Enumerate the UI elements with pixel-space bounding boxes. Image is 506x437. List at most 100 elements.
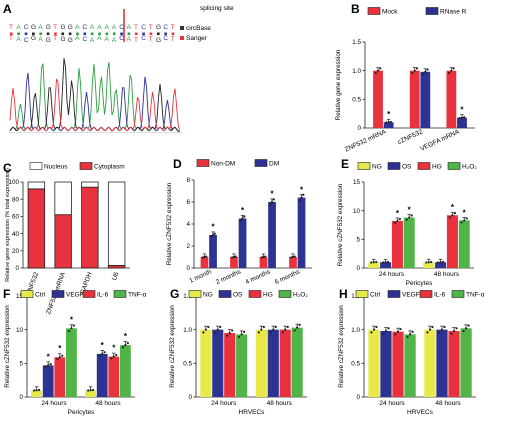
- base-marker: [98, 32, 101, 36]
- panel-letter-f: F: [3, 287, 10, 301]
- sequence-base: G: [31, 35, 36, 42]
- replicate-dot: [112, 355, 115, 358]
- bar-mock: [446, 70, 457, 128]
- y-tick-label: 2: [186, 243, 190, 250]
- base-marker: [61, 32, 65, 36]
- sequence-base: G: [60, 36, 65, 43]
- sequence-base: A: [105, 36, 110, 43]
- legend-label: Ctrl: [35, 292, 46, 299]
- legend-swatch: [254, 159, 268, 167]
- bar-dm: [238, 218, 247, 268]
- legend: Nucleus Cytoplasm: [29, 162, 125, 171]
- bar-tnf: [120, 345, 131, 397]
- replicate-dot: [207, 325, 210, 329]
- panel-letter-d: D: [173, 157, 182, 171]
- replicate-dot: [239, 219, 242, 222]
- legend-swatch: [196, 159, 210, 167]
- bar-il6: [392, 331, 404, 397]
- sequence-base: C: [119, 35, 124, 42]
- legend-label: Nucleus: [44, 164, 68, 171]
- replicate-dot: [274, 325, 277, 329]
- bar-mock: [373, 70, 383, 128]
- y-tick-label: 4: [186, 221, 190, 228]
- bar-hg: [446, 215, 458, 268]
- base-marker: [90, 32, 94, 36]
- replicate-dot: [465, 217, 468, 220]
- sanger-label: Sanger: [186, 35, 208, 42]
- legend-swatch: [20, 290, 34, 298]
- y-tick-label: 0: [15, 265, 19, 272]
- legend-swatch: [447, 162, 461, 170]
- replicate-dot: [232, 255, 236, 259]
- x-tick-label: 24 hours: [379, 271, 405, 278]
- panel-letter-b: B: [351, 2, 360, 16]
- bar-os: [212, 329, 224, 397]
- replicate-dot: [463, 116, 466, 119]
- sequence-base: G: [156, 37, 161, 44]
- replicate-dot: [415, 67, 419, 70]
- circbase-legend-swatch: [180, 26, 184, 30]
- replicate-dot: [379, 67, 382, 70]
- replicate-dot: [398, 218, 401, 221]
- sanger-legend-swatch: [180, 36, 184, 40]
- legend-swatch: [417, 162, 431, 170]
- replicate-dot: [393, 221, 397, 224]
- legend-swatch: [113, 290, 127, 298]
- replicate-dot: [382, 332, 385, 335]
- bar-ho: [236, 334, 248, 397]
- base-marker: [134, 32, 138, 36]
- bar-ho: [458, 220, 470, 268]
- x-tick-label: 24 hours: [41, 400, 67, 407]
- sequence-base: C: [83, 24, 88, 31]
- panel-d: D Relative cZNF532 expression 0 2 4 6 8 Non-DM D…: [166, 157, 312, 286]
- legend-label: DM: [269, 161, 279, 168]
- replicate-dot: [293, 329, 296, 332]
- sequence-base: T: [53, 24, 57, 31]
- replicate-dot: [257, 331, 260, 334]
- panel-letter-a: A: [3, 2, 12, 16]
- replicate-dot: [269, 203, 272, 206]
- replicate-dot: [121, 346, 125, 349]
- replicate-dot: [375, 325, 378, 329]
- y-tick-label: 0.5: [183, 361, 192, 368]
- bar-ng: [255, 329, 267, 397]
- replicate-dot: [389, 120, 392, 124]
- y-tick-label: 10: [353, 208, 361, 215]
- legend-swatch: [79, 162, 93, 170]
- bar-vegf: [436, 329, 448, 397]
- replicate-dot: [394, 333, 397, 336]
- legend-swatch: [387, 162, 401, 170]
- replicate-dot: [269, 331, 272, 334]
- sequence-legend: circBase Sanger: [180, 25, 211, 42]
- sequence-base: G: [60, 24, 65, 31]
- y-tick-label: 5: [19, 361, 23, 368]
- y-tick-label: 20: [12, 248, 20, 255]
- sequence-base: T: [9, 24, 13, 31]
- sequence-base: G: [31, 24, 36, 31]
- replicate-dot: [450, 69, 453, 72]
- replicate-dot: [115, 353, 118, 357]
- replicate-dot: [387, 121, 390, 124]
- replicate-dot: [44, 365, 47, 368]
- y-tick-label: 0: [19, 394, 23, 401]
- replicate-dot: [58, 356, 61, 359]
- replicate-dot: [370, 331, 373, 334]
- replicate-dot: [296, 326, 299, 329]
- y-axis-label: Relative cZNF532 expression: [169, 305, 176, 388]
- replicate-dot: [374, 71, 377, 75]
- replicate-dot: [272, 328, 275, 331]
- replicate-dot: [214, 331, 217, 334]
- legend-label: VEGF: [66, 292, 84, 299]
- x-tick-label: 1 month: [188, 268, 213, 284]
- replicate-dot: [441, 260, 445, 264]
- panel-letter-h: H: [339, 287, 348, 301]
- circbase-label: circBase: [186, 25, 211, 32]
- legend-swatch: [357, 162, 371, 170]
- legend-label: TNF-α: [466, 292, 485, 299]
- sequence-base: G: [46, 24, 51, 31]
- bar-il6: [54, 357, 66, 397]
- replicate-dot: [203, 255, 206, 259]
- replicate-dot: [372, 261, 375, 264]
